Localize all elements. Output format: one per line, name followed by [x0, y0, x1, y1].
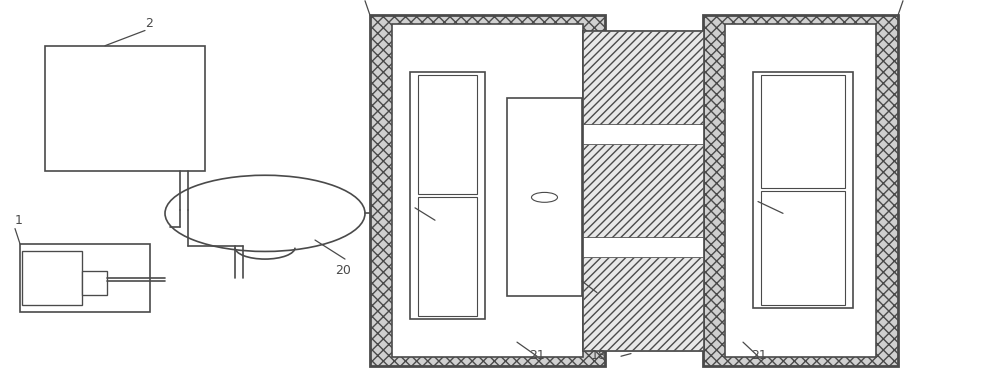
- Bar: [703, 15, 898, 366]
- Bar: [45, 46, 205, 171]
- Bar: [583, 237, 703, 258]
- Bar: [583, 258, 703, 350]
- Bar: [20, 244, 150, 312]
- Bar: [583, 31, 703, 350]
- Bar: [418, 75, 477, 194]
- Bar: [418, 197, 477, 316]
- Text: 1: 1: [15, 214, 23, 227]
- Bar: [753, 72, 853, 308]
- Text: 9: 9: [780, 217, 788, 230]
- Bar: [410, 72, 485, 319]
- Text: 21: 21: [529, 349, 545, 362]
- Bar: [583, 144, 703, 237]
- Text: 21: 21: [751, 349, 767, 362]
- Bar: [507, 98, 582, 296]
- Bar: [392, 24, 583, 357]
- Text: 9: 9: [432, 224, 440, 237]
- Text: 10: 10: [590, 299, 606, 312]
- Bar: [22, 251, 82, 305]
- Bar: [370, 15, 605, 366]
- Bar: [725, 24, 876, 357]
- Text: 2: 2: [145, 18, 153, 30]
- Text: 18: 18: [591, 349, 607, 362]
- Bar: [82, 271, 107, 295]
- Text: 20: 20: [335, 264, 351, 277]
- Bar: [583, 123, 703, 144]
- Bar: [761, 75, 845, 188]
- Bar: [761, 191, 845, 305]
- Bar: [583, 31, 703, 123]
